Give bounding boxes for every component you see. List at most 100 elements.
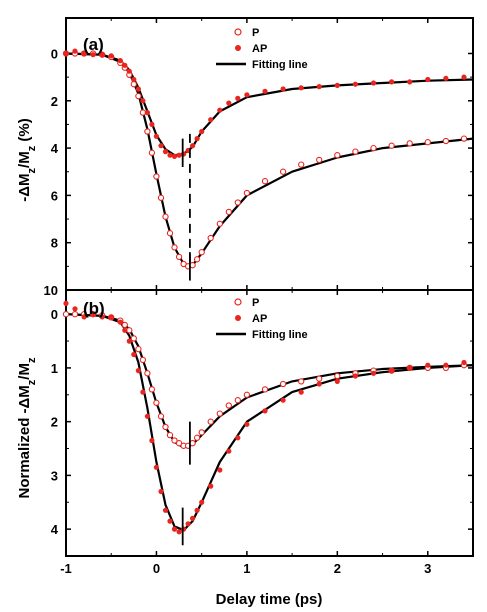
y-tick-label: 0: [51, 307, 58, 322]
point-ap: [298, 85, 304, 91]
point-ap: [244, 421, 250, 427]
point-ap: [407, 79, 413, 85]
panel-a-legend: P AP Fitting line: [216, 27, 308, 71]
point-ap: [126, 338, 132, 344]
point-ap: [217, 467, 223, 473]
point-ap: [352, 81, 358, 87]
point-ap: [235, 435, 241, 441]
point-p: [207, 234, 214, 242]
point-p: [157, 194, 165, 201]
point-ap: [149, 437, 155, 444]
point-p: [225, 402, 232, 409]
point-p: [193, 256, 201, 263]
point-p: [130, 81, 137, 88]
point-ap: [99, 52, 105, 58]
panel-a-ylabel-mid: /M: [16, 151, 33, 168]
panel-b-data-points: [62, 300, 468, 535]
point-ap: [167, 152, 173, 158]
legend-label: AP: [252, 43, 267, 55]
point-ap: [63, 300, 69, 306]
point-ap: [81, 314, 87, 320]
point-ap: [185, 521, 191, 527]
y-tick-label: 1: [51, 361, 58, 376]
point-p: [175, 440, 183, 447]
point-ap: [217, 107, 223, 113]
panel-b-label: (b): [83, 299, 105, 318]
panel-a-ylabel-sub2: z: [26, 145, 38, 151]
point-ap: [176, 529, 182, 535]
y-tick-label: 2: [51, 415, 58, 430]
point-ap: [149, 121, 155, 127]
point-p: [126, 327, 133, 334]
point-ap: [190, 143, 196, 149]
point-ap: [144, 413, 150, 419]
panel-b-frame: [65, 289, 474, 557]
point-ap: [298, 389, 304, 395]
point-ap: [461, 74, 467, 80]
point-p: [148, 149, 156, 156]
point-ap: [81, 50, 87, 57]
point-p: [216, 220, 223, 227]
x-tick-label: 0: [153, 561, 160, 576]
point-ap: [126, 68, 132, 74]
point-ap: [162, 149, 169, 155]
point-p: [261, 386, 269, 393]
point-ap: [108, 314, 114, 320]
point-p: [144, 370, 151, 377]
point-ap: [199, 499, 205, 505]
point-p: [207, 418, 214, 425]
panel-a-label: (a): [83, 35, 104, 54]
point-p: [216, 410, 223, 417]
point-ap: [389, 79, 395, 85]
legend-open-circle-swatch: [234, 28, 242, 36]
point-ap: [194, 136, 200, 142]
point-ap: [171, 526, 178, 532]
y-tick-label: 4: [51, 522, 59, 537]
panel-a-ylabel-main: -ΔM: [16, 173, 33, 201]
point-p: [139, 109, 147, 116]
point-p: [334, 372, 341, 380]
point-ap: [99, 314, 105, 320]
point-p: [175, 253, 183, 261]
point-ap: [140, 389, 146, 395]
point-p: [352, 148, 359, 155]
x-tick-label: -1: [60, 561, 72, 576]
panel-b-peak-markers: [181, 421, 191, 546]
point-p: [406, 140, 413, 147]
point-p: [442, 137, 450, 145]
point-p: [316, 375, 323, 382]
y-tick-label: 4: [51, 141, 59, 156]
point-ap: [194, 507, 200, 513]
point-ap: [144, 110, 150, 116]
legend-filled-circle-swatch: [235, 45, 241, 51]
point-p: [71, 311, 79, 318]
point-ap: [235, 95, 241, 101]
point-ap: [280, 86, 286, 92]
point-p: [279, 380, 287, 388]
point-ap: [153, 133, 159, 139]
fit-line-1: [65, 52, 474, 269]
point-ap: [389, 368, 395, 374]
point-ap: [208, 483, 214, 489]
point-p: [193, 434, 201, 441]
point-ap: [158, 143, 164, 149]
panel-b-ylabel-sub2: z: [26, 357, 38, 363]
panel-a-ylabel: -ΔMz/Mz (%): [16, 118, 38, 201]
point-p: [153, 173, 160, 180]
point-ap: [316, 84, 322, 90]
legend-open-circle-swatch: [234, 298, 242, 306]
point-ap: [425, 362, 431, 368]
point-ap: [226, 448, 232, 454]
point-p: [135, 345, 142, 353]
panel-b-ticks: 0 1 2 3 4 -1 0 1 2 3: [51, 290, 474, 576]
panel-b: 0 1 2 3 4 -1 0 1 2 3 (b) P AP Fitting line Normaliz…: [16, 289, 474, 608]
point-p: [225, 208, 232, 216]
point-ap: [117, 58, 123, 64]
point-ap: [131, 351, 137, 358]
point-p: [198, 429, 205, 436]
point-ap: [190, 515, 196, 522]
point-p: [135, 92, 142, 100]
panel-b-ylabel: Normalized -ΔMz/Mz: [16, 357, 38, 498]
point-p: [261, 178, 269, 185]
y-tick-label: 0: [51, 46, 58, 61]
